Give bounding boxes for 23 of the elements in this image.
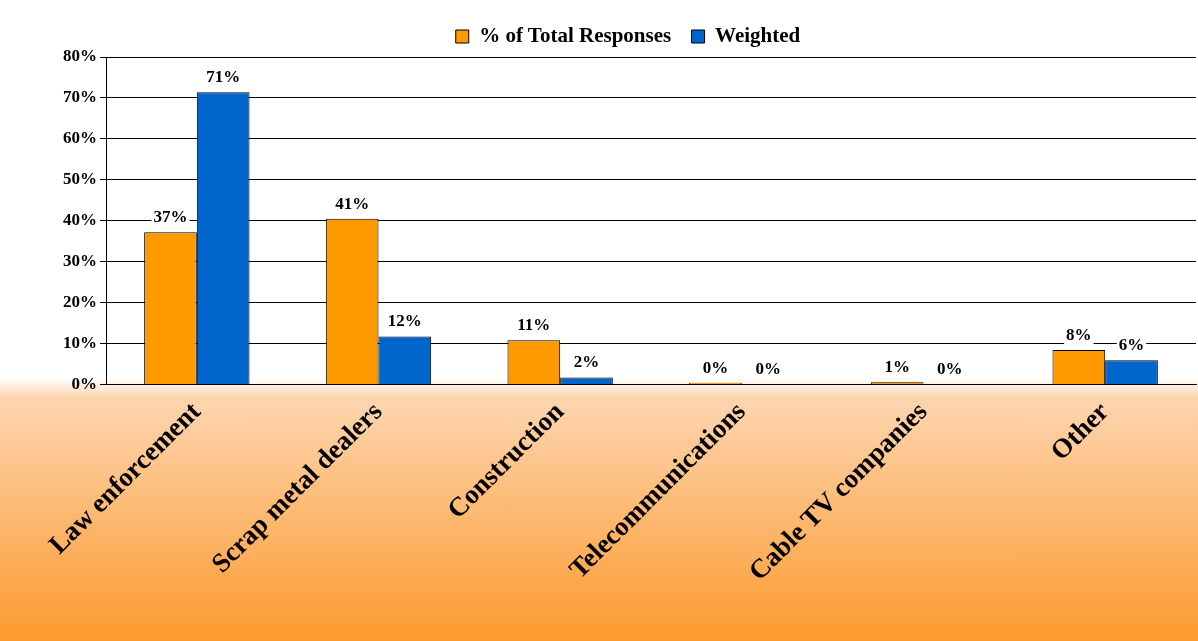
y-tick-label: 50% — [63, 169, 97, 189]
data-label: 37% — [153, 207, 188, 227]
data-label: 6% — [1118, 335, 1145, 355]
y-tick-label: 40% — [63, 210, 97, 230]
data-label: 0% — [755, 358, 781, 378]
data-label: 11% — [517, 315, 551, 335]
data-label: 8% — [1066, 324, 1092, 344]
y-tick-label: 60% — [63, 128, 97, 148]
y-tick-label: 30% — [63, 251, 97, 270]
data-label: 71% — [206, 67, 241, 87]
legend-label: % of Total Responses — [479, 22, 672, 47]
y-tick-label: 70% — [63, 87, 97, 107]
data-label: 1% — [884, 357, 910, 377]
y-tick-label: 0% — [71, 373, 97, 393]
data-label: 41% — [335, 193, 370, 213]
data-label: 0% — [702, 357, 729, 377]
data-label: 12% — [387, 311, 422, 331]
y-tick-label: 80% — [63, 46, 97, 66]
y-tick-label: 20% — [63, 291, 97, 311]
data-label: 2% — [573, 352, 600, 372]
legend-label: Weighted — [715, 22, 801, 47]
data-label: 0% — [937, 358, 963, 378]
y-tick-label: 10% — [63, 332, 97, 352]
